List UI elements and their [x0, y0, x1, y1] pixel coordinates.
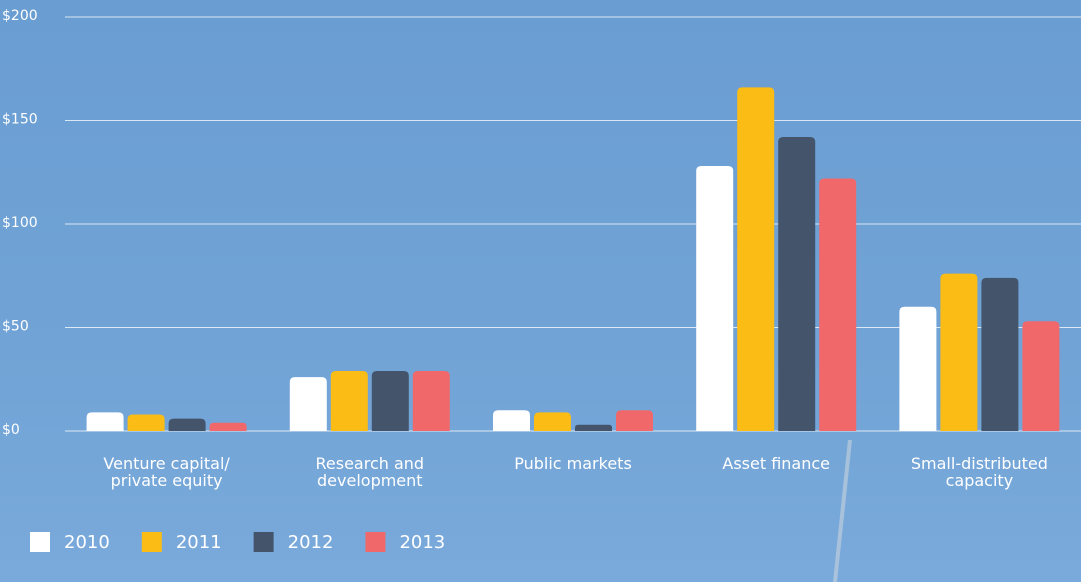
x-tick-label: Venture capital/ private equity: [103, 454, 230, 490]
legend-label: 2011: [176, 532, 222, 553]
bar: [412, 370, 450, 431]
bar: [981, 277, 1019, 431]
bar: [534, 412, 571, 431]
bar: [1022, 321, 1060, 431]
y-tick-label: $150: [2, 112, 38, 128]
legend-label: 2013: [399, 532, 445, 553]
legend-swatch: [141, 532, 162, 552]
bar: [168, 418, 206, 431]
y-tick-label: $0: [2, 422, 20, 438]
bar: [86, 412, 124, 431]
y-tick-label: $200: [2, 8, 38, 24]
legend-label: 2010: [64, 532, 110, 553]
background-pole: [833, 439, 852, 582]
bar: [575, 424, 612, 431]
legend-swatch: [253, 532, 274, 552]
bar: [209, 422, 247, 431]
legend-label: 2012: [288, 532, 334, 553]
x-tick-label: Public markets: [514, 454, 632, 473]
y-tick-label: $50: [2, 319, 29, 335]
legend-swatch: [365, 532, 386, 552]
bar: [940, 273, 978, 431]
bar: [493, 410, 530, 431]
x-tick-label: Research and development: [315, 454, 425, 490]
x-tick-label: Small-distributed capacity: [910, 454, 1048, 490]
bar: [819, 178, 857, 431]
y-tick-label: $100: [2, 215, 38, 231]
legend-swatch: [30, 532, 50, 552]
bar: [737, 87, 775, 431]
bar: [616, 410, 653, 431]
bar: [289, 377, 327, 431]
x-tick-label: Asset finance: [722, 454, 830, 473]
bar: [899, 306, 937, 431]
bar: [778, 137, 816, 431]
bar: [127, 414, 165, 431]
bar: [696, 166, 734, 432]
bar: [330, 370, 368, 431]
bar: [371, 370, 409, 431]
